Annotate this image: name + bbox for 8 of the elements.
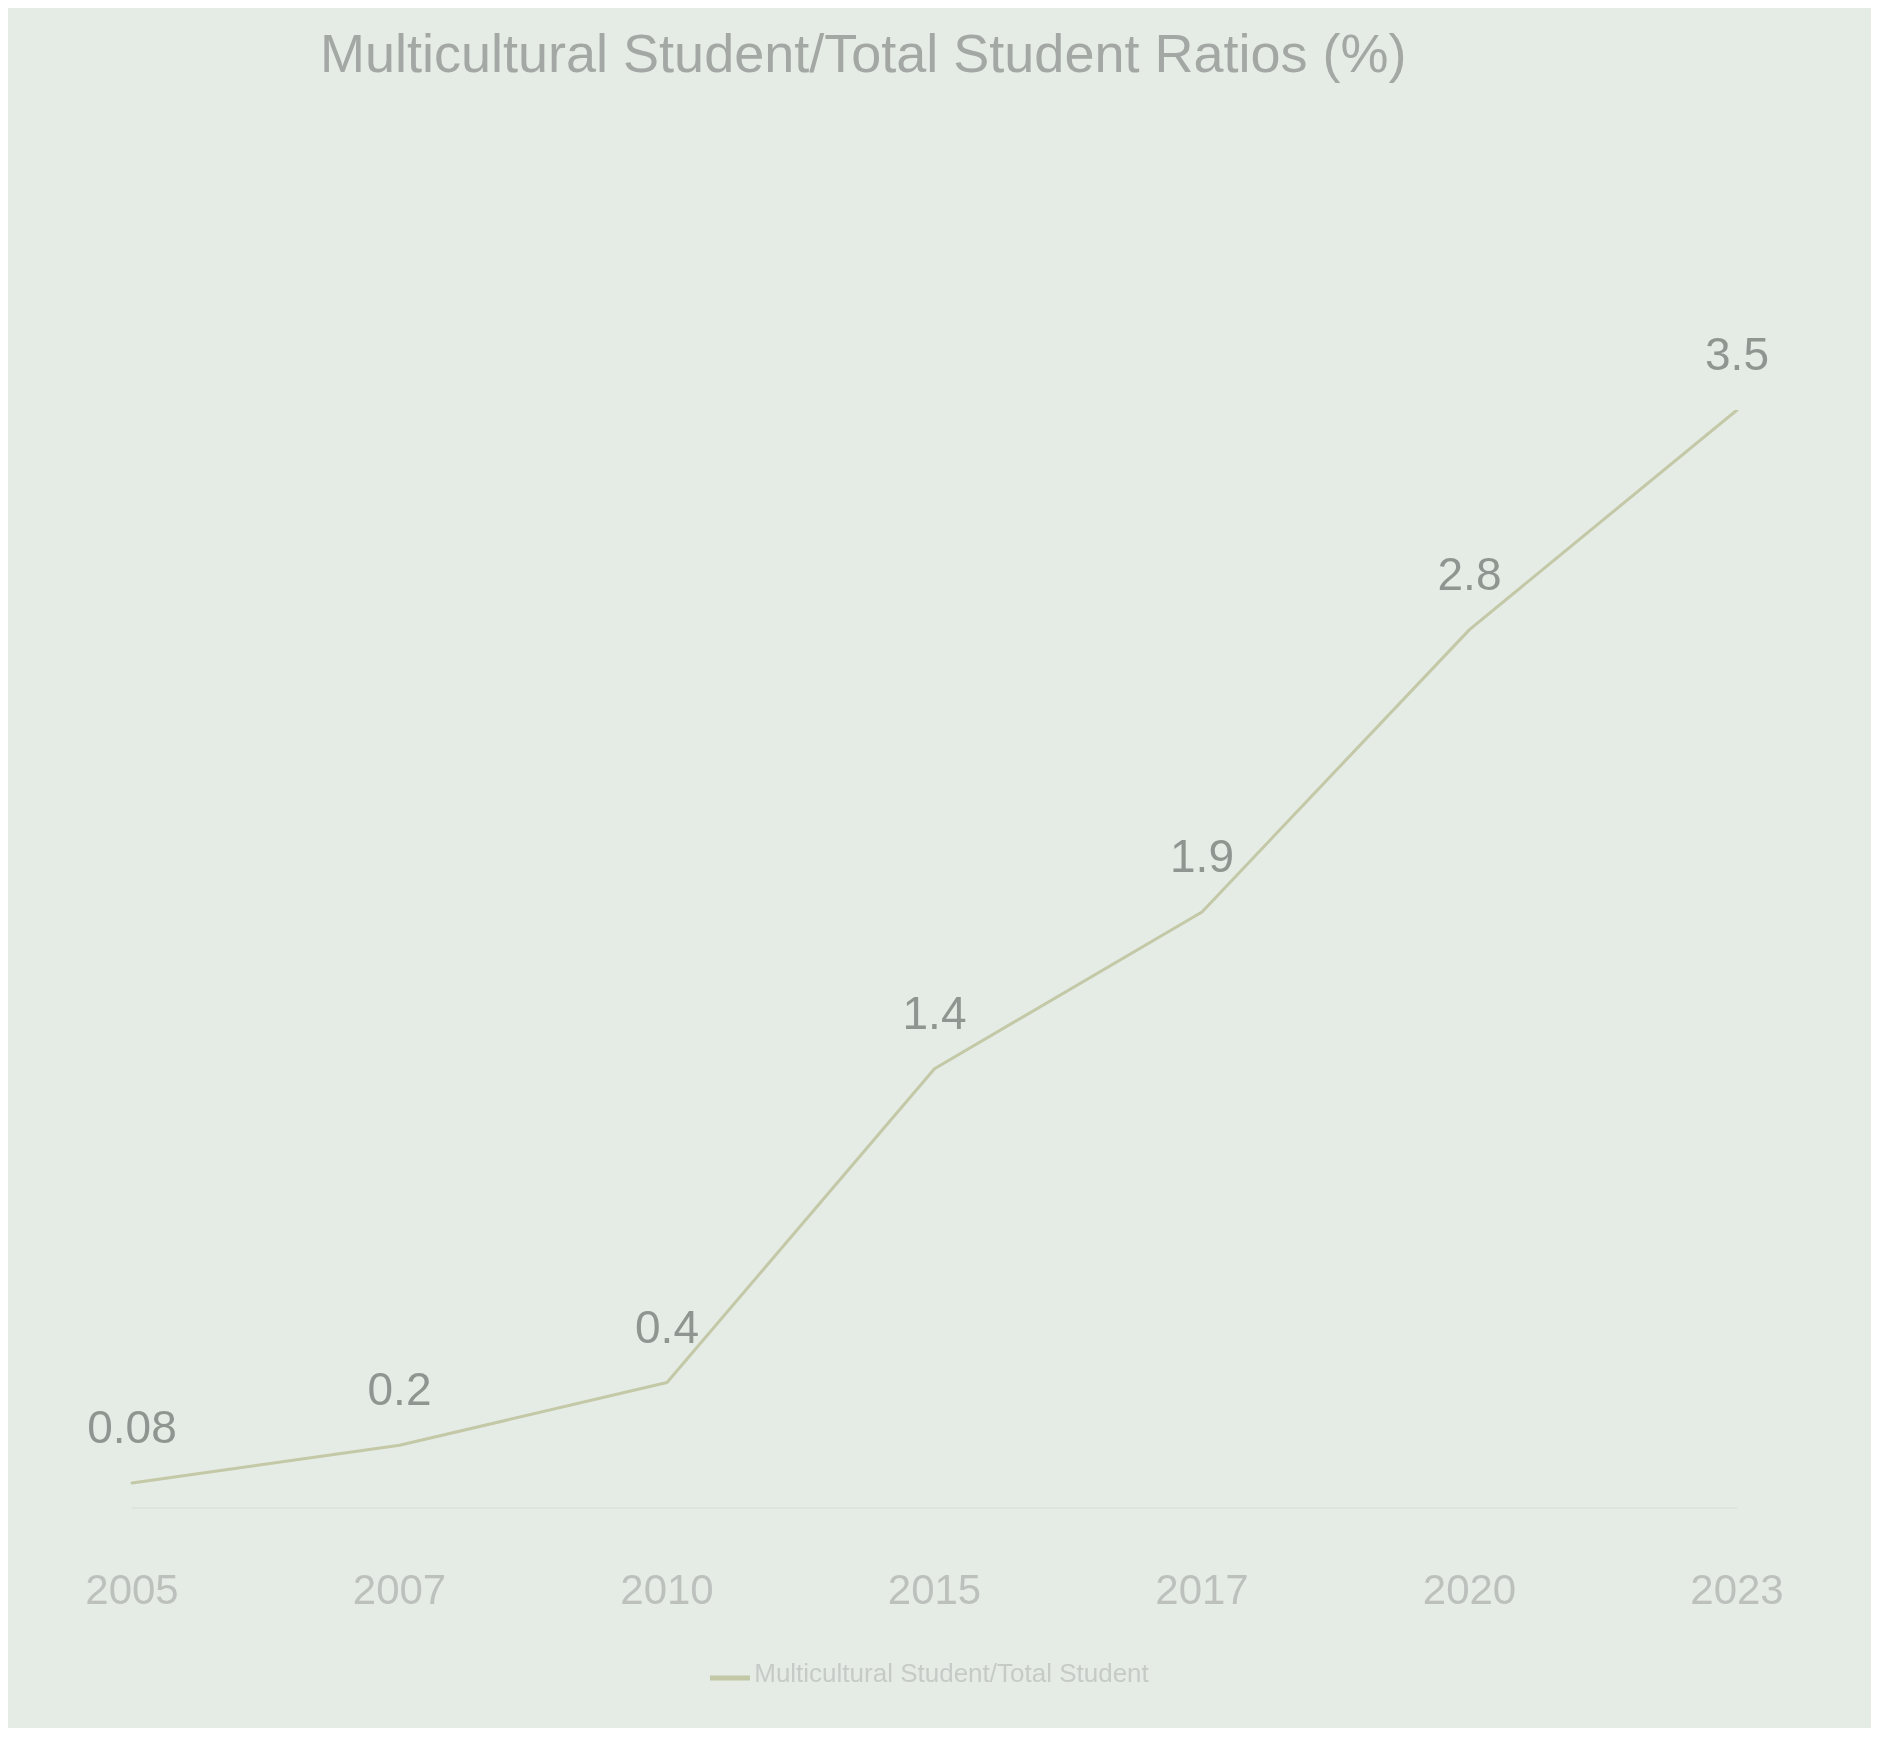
data-label: 3.5	[1705, 328, 1769, 380]
data-label: 0.2	[367, 1363, 432, 1416]
data-label: 0.4	[635, 1300, 699, 1353]
data-label: 0.08	[87, 1400, 177, 1453]
data-label: 1.9	[1170, 829, 1234, 882]
chart-title: Multicultural Student/Total Student Ratios (%)	[320, 22, 1407, 84]
data-label: 2.8	[1437, 547, 1502, 600]
data-label: 1.4	[902, 986, 967, 1039]
